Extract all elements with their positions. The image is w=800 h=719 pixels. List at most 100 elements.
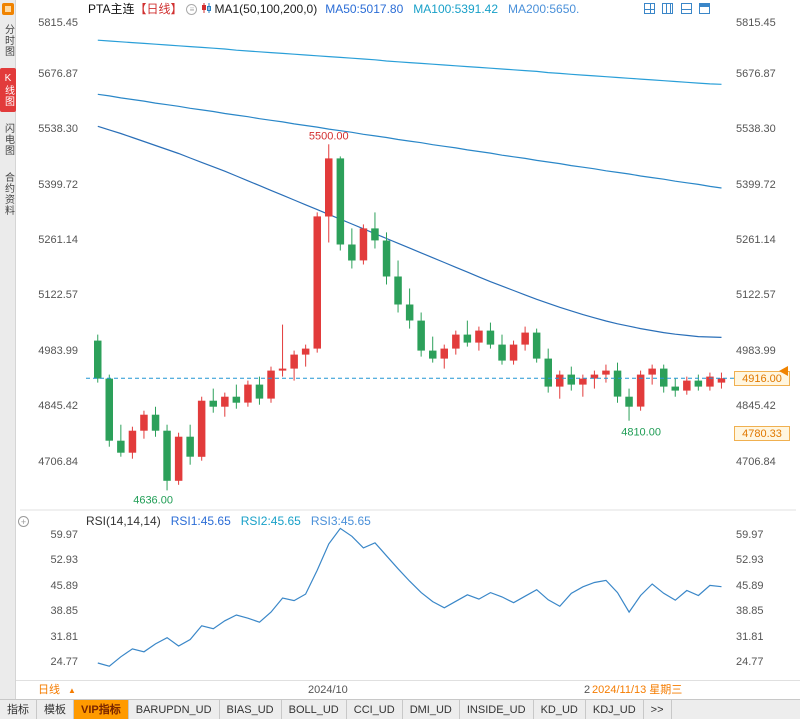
candle[interactable] — [94, 340, 102, 379]
candle[interactable] — [440, 348, 449, 359]
candle[interactable] — [660, 368, 668, 387]
candle[interactable] — [590, 374, 599, 379]
tab-indicators[interactable]: 指标 — [0, 700, 37, 719]
candle[interactable] — [405, 304, 414, 321]
candle[interactable] — [717, 378, 726, 383]
candle[interactable] — [186, 436, 194, 457]
tab-barupdn-ud[interactable]: BARUPDN_UD — [129, 700, 220, 719]
layout-columns-icon[interactable] — [662, 3, 674, 14]
window-layout-controls — [640, 3, 710, 15]
candle[interactable] — [209, 400, 218, 407]
candle[interactable] — [486, 330, 495, 345]
ma200-line — [97, 39, 722, 85]
layout-rows-icon[interactable] — [680, 3, 692, 14]
candle[interactable] — [648, 368, 656, 375]
candle[interactable] — [475, 330, 483, 343]
candle[interactable] — [452, 334, 460, 349]
indicator-tabbar: 指标 模板 VIP指标 BARUPDN_UD BIAS_UD BOLL_UD CCI_UD D… — [0, 699, 800, 719]
candle[interactable] — [394, 276, 402, 305]
left-sidebar: 分时图 K线图 闪电图 合约资料 — [0, 0, 16, 699]
price-annotation: 5500.00 — [309, 130, 349, 142]
sidebar-item-contract-info[interactable]: 合约资料 — [2, 172, 14, 216]
instrument-title[interactable]: PTA主连 — [88, 2, 135, 16]
tab-templates[interactable]: 模板 — [37, 700, 74, 719]
tab-bias-ud[interactable]: BIAS_UD — [220, 700, 282, 719]
candle[interactable] — [544, 358, 553, 387]
rsi-panel-toggle-icon[interactable]: + — [18, 516, 29, 527]
rsi2-value: RSI2:45.65 — [240, 514, 301, 528]
candle[interactable] — [359, 228, 368, 261]
ma100-line — [97, 93, 722, 189]
tab-cci-ud[interactable]: CCI_UD — [347, 700, 403, 719]
candle[interactable] — [532, 332, 541, 359]
candle[interactable] — [382, 240, 391, 277]
price-annotation: 4636.00 — [133, 494, 173, 506]
candle[interactable] — [521, 332, 529, 345]
candle[interactable] — [105, 378, 114, 441]
candle[interactable] — [151, 414, 160, 431]
candle[interactable] — [556, 374, 564, 387]
period-up-arrow-icon[interactable]: ▲ — [68, 686, 76, 695]
date-tick-partial: 2 — [584, 684, 591, 696]
rsi-settings-label[interactable]: RSI(14,14,14) — [86, 514, 161, 528]
tab-dmi-ud[interactable]: DMI_UD — [403, 700, 460, 719]
candle[interactable] — [336, 158, 345, 245]
candle[interactable] — [509, 344, 518, 361]
chart-area: 5500.00 4636.00 4810.00 5815.45 5815.45 5676… — [16, 17, 800, 680]
candle[interactable] — [498, 344, 506, 361]
candle[interactable] — [706, 376, 714, 387]
candle[interactable] — [671, 386, 680, 391]
candle[interactable] — [128, 430, 137, 453]
ma100-value: MA100:5391.42 — [413, 2, 498, 16]
sidebar-item-lightning-chart[interactable]: 闪电图 — [2, 123, 14, 156]
candle[interactable] — [636, 374, 645, 407]
settings-icon[interactable]: ≡ — [186, 4, 198, 16]
tab-inside-ud[interactable]: INSIDE_UD — [460, 700, 534, 719]
rsi-line — [97, 527, 722, 667]
ma-settings-label[interactable]: MA1(50,100,200,0) — [214, 2, 318, 16]
candle[interactable] — [255, 384, 264, 399]
tab-kd-ud[interactable]: KD_UD — [534, 700, 586, 719]
candle[interactable] — [579, 378, 587, 385]
candle[interactable] — [325, 158, 333, 217]
candle-style-icon[interactable] — [201, 1, 212, 19]
candle[interactable] — [267, 370, 275, 399]
layout-grid4-icon[interactable] — [643, 3, 655, 14]
more-tabs-button[interactable]: >> — [644, 700, 672, 719]
candle[interactable] — [602, 370, 610, 375]
time-axis-row: 日线 ▲ 2024/10 2 2024/11/13 星期三 — [16, 680, 800, 699]
app-logo-icon — [1, 3, 14, 15]
period-tag[interactable]: 【日线】 — [134, 2, 183, 16]
candle[interactable] — [417, 320, 425, 351]
candle[interactable] — [313, 216, 322, 349]
candle[interactable] — [348, 244, 356, 261]
candle[interactable] — [278, 368, 287, 371]
rsi-header: RSI(14,14,14) RSI1:45.65 RSI2:45.65 RSI3:45… — [86, 514, 371, 528]
candle[interactable] — [683, 380, 691, 391]
candle[interactable] — [371, 228, 379, 241]
candle[interactable] — [613, 370, 622, 397]
candle[interactable] — [232, 396, 241, 403]
candle[interactable] — [163, 430, 171, 481]
sidebar-item-time-chart[interactable]: 分时图 — [2, 24, 14, 57]
candle[interactable] — [140, 414, 148, 431]
tab-vip-indicators[interactable]: VIP指标 — [74, 700, 129, 719]
layout-maximize-icon[interactable] — [699, 3, 710, 14]
candle[interactable] — [694, 380, 703, 387]
period-selector[interactable]: 日线 — [38, 684, 60, 696]
candle[interactable] — [174, 436, 183, 481]
candle[interactable] — [429, 350, 437, 359]
candle[interactable] — [567, 374, 576, 385]
candle[interactable] — [463, 334, 472, 343]
candle[interactable] — [221, 396, 229, 407]
kline-chart[interactable]: 5500.00 4636.00 4810.00 — [16, 18, 800, 680]
candle[interactable] — [625, 396, 633, 407]
candle[interactable] — [197, 400, 206, 457]
candle[interactable] — [301, 348, 310, 355]
sidebar-item-kline-chart[interactable]: K线图 — [0, 68, 16, 112]
tab-boll-ud[interactable]: BOLL_UD — [282, 700, 347, 719]
candle[interactable] — [117, 440, 125, 453]
candle[interactable] — [290, 354, 298, 369]
candle[interactable] — [244, 384, 252, 403]
tab-kdj-ud[interactable]: KDJ_UD — [586, 700, 644, 719]
